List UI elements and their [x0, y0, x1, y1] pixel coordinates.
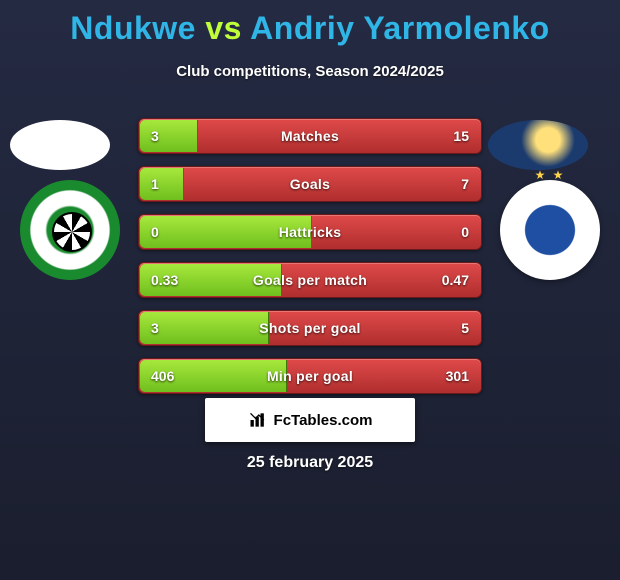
stat-label: Goals: [139, 167, 481, 201]
subtitle: Club competitions, Season 2024/2025: [0, 63, 620, 80]
branding-text: FcTables.com: [274, 412, 373, 429]
date: 25 february 2025: [0, 454, 620, 472]
player-right-avatar: [488, 120, 588, 170]
player-right-name: Andriy Yarmolenko: [250, 10, 550, 46]
stat-bar: 1Goals7: [138, 166, 482, 202]
title: Ndukwe vs Andriy Yarmolenko: [0, 0, 620, 47]
comparison-card: Ndukwe vs Andriy Yarmolenko Club competi…: [0, 0, 620, 580]
stat-bars: 3Matches15 1Goals7 0Hattricks0 0.33Goals pe…: [138, 118, 482, 406]
stat-right-value: 7: [461, 167, 469, 201]
player-left-avatar: [10, 120, 110, 170]
stat-label: Shots per goal: [139, 311, 481, 345]
stat-right-value: 5: [461, 311, 469, 345]
club-right-logo: ★ ★: [500, 180, 600, 280]
stat-right-value: 0: [461, 215, 469, 249]
branding[interactable]: FcTables.com: [205, 398, 415, 442]
stat-bar: 3Matches15: [138, 118, 482, 154]
title-vs: vs: [205, 10, 242, 46]
club-right-stars: ★ ★: [500, 168, 600, 182]
stat-right-value: 0.47: [442, 263, 469, 297]
stat-bar: 0.33Goals per match0.47: [138, 262, 482, 298]
stat-bar: 406Min per goal301: [138, 358, 482, 394]
stat-label: Matches: [139, 119, 481, 153]
stat-bar: 0Hattricks0: [138, 214, 482, 250]
stat-right-value: 15: [453, 119, 469, 153]
stat-label: Hattricks: [139, 215, 481, 249]
player-left-name: Ndukwe: [70, 10, 196, 46]
chart-icon: [248, 410, 268, 430]
stat-label: Goals per match: [139, 263, 481, 297]
stat-label: Min per goal: [139, 359, 481, 393]
club-left-logo: [20, 180, 120, 280]
stat-right-value: 301: [446, 359, 469, 393]
stat-bar: 3Shots per goal5: [138, 310, 482, 346]
